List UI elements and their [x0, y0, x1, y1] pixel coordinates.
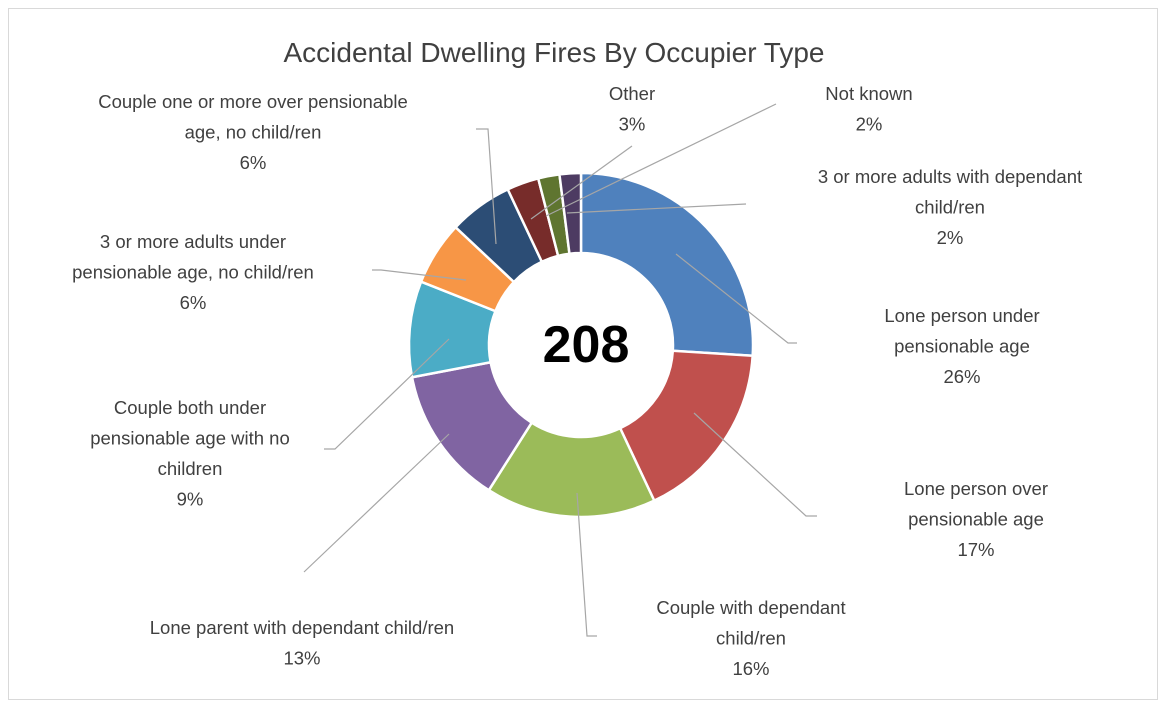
- slice-label-1: Lone person over pensionable age 17%: [904, 478, 1048, 560]
- slice-percent-6: 6%: [240, 152, 267, 173]
- slice-percent-8: 2%: [856, 114, 883, 135]
- slice-0: [579, 171, 755, 358]
- slice-label-line-1-1: pensionable age: [908, 509, 1044, 530]
- slice-label-line-1-0: Lone person over: [904, 478, 1048, 499]
- leader-line-3: [303, 433, 450, 573]
- slice-percent-4: 9%: [177, 489, 204, 510]
- leader-line-4: [324, 338, 450, 450]
- slice-percent-2: 16%: [732, 658, 769, 679]
- leader-line-7: [530, 145, 633, 220]
- slice-percent-3: 13%: [283, 648, 320, 669]
- slice-label-line-4-1: pensionable age with no: [90, 428, 290, 449]
- leader-line-8: [545, 103, 777, 217]
- leader-lines-group: [303, 103, 817, 637]
- leader-line-5: [372, 269, 467, 281]
- slice-percent-9: 2%: [937, 227, 964, 248]
- slice-label-line-7-0: Other: [609, 83, 655, 104]
- leader-line-2: [576, 492, 597, 637]
- leader-line-9: [566, 203, 747, 214]
- slice-label-line-0-0: Lone person under: [884, 305, 1039, 326]
- chart-title: Accidental Dwelling Fires By Occupier Ty…: [283, 37, 824, 68]
- slice-label-6: Couple one or more over pensionable age, …: [98, 91, 408, 173]
- slice-label-line-6-1: age, no child/ren: [185, 122, 322, 143]
- slice-label-line-6-0: Couple one or more over pensionable: [98, 91, 408, 112]
- slice-label-3: Lone parent with dependant child/ren 13%: [150, 617, 454, 669]
- leader-line-1: [693, 412, 817, 517]
- slice-label-line-2-0: Couple with dependant: [656, 597, 845, 618]
- leader-line-6: [476, 128, 497, 245]
- slice-label-9: 3 or more adults with dependant child/ren…: [818, 166, 1082, 248]
- labels-group: Lone person under pensionable age 26%Lone …: [72, 83, 1082, 679]
- slice-label-line-9-0: 3 or more adults with dependant: [818, 166, 1082, 187]
- slice-label-line-8-0: Not known: [825, 83, 912, 104]
- slice-percent-0: 26%: [943, 366, 980, 387]
- slice-label-4: Couple both under pensionable age with no…: [90, 397, 290, 510]
- slice-label-5: 3 or more adults under pensionable age, n…: [72, 231, 314, 313]
- slice-label-line-3-0: Lone parent with dependant child/ren: [150, 617, 454, 638]
- leader-line-0: [675, 253, 797, 344]
- slice-label-line-0-1: pensionable age: [894, 336, 1030, 357]
- slice-label-7: Other 3%: [609, 83, 655, 135]
- slice-label-line-4-2: children: [158, 458, 223, 479]
- slice-label-line-2-1: child/ren: [716, 628, 786, 649]
- slice-label-line-9-1: child/ren: [915, 197, 985, 218]
- slices-group: [407, 171, 755, 519]
- slice-label-8: Not known 2%: [825, 83, 912, 135]
- slice-label-line-4-0: Couple both under: [114, 397, 266, 418]
- slice-label-2: Couple with dependant child/ren 16%: [656, 597, 845, 679]
- slice-percent-7: 3%: [619, 114, 646, 135]
- slice-label-line-5-1: pensionable age, no child/ren: [72, 262, 314, 283]
- slice-percent-5: 6%: [180, 292, 207, 313]
- slice-label-line-5-0: 3 or more adults under: [100, 231, 286, 252]
- slice-label-0: Lone person under pensionable age 26%: [884, 305, 1039, 387]
- slice-percent-1: 17%: [957, 539, 994, 560]
- center-total: 208: [543, 316, 630, 374]
